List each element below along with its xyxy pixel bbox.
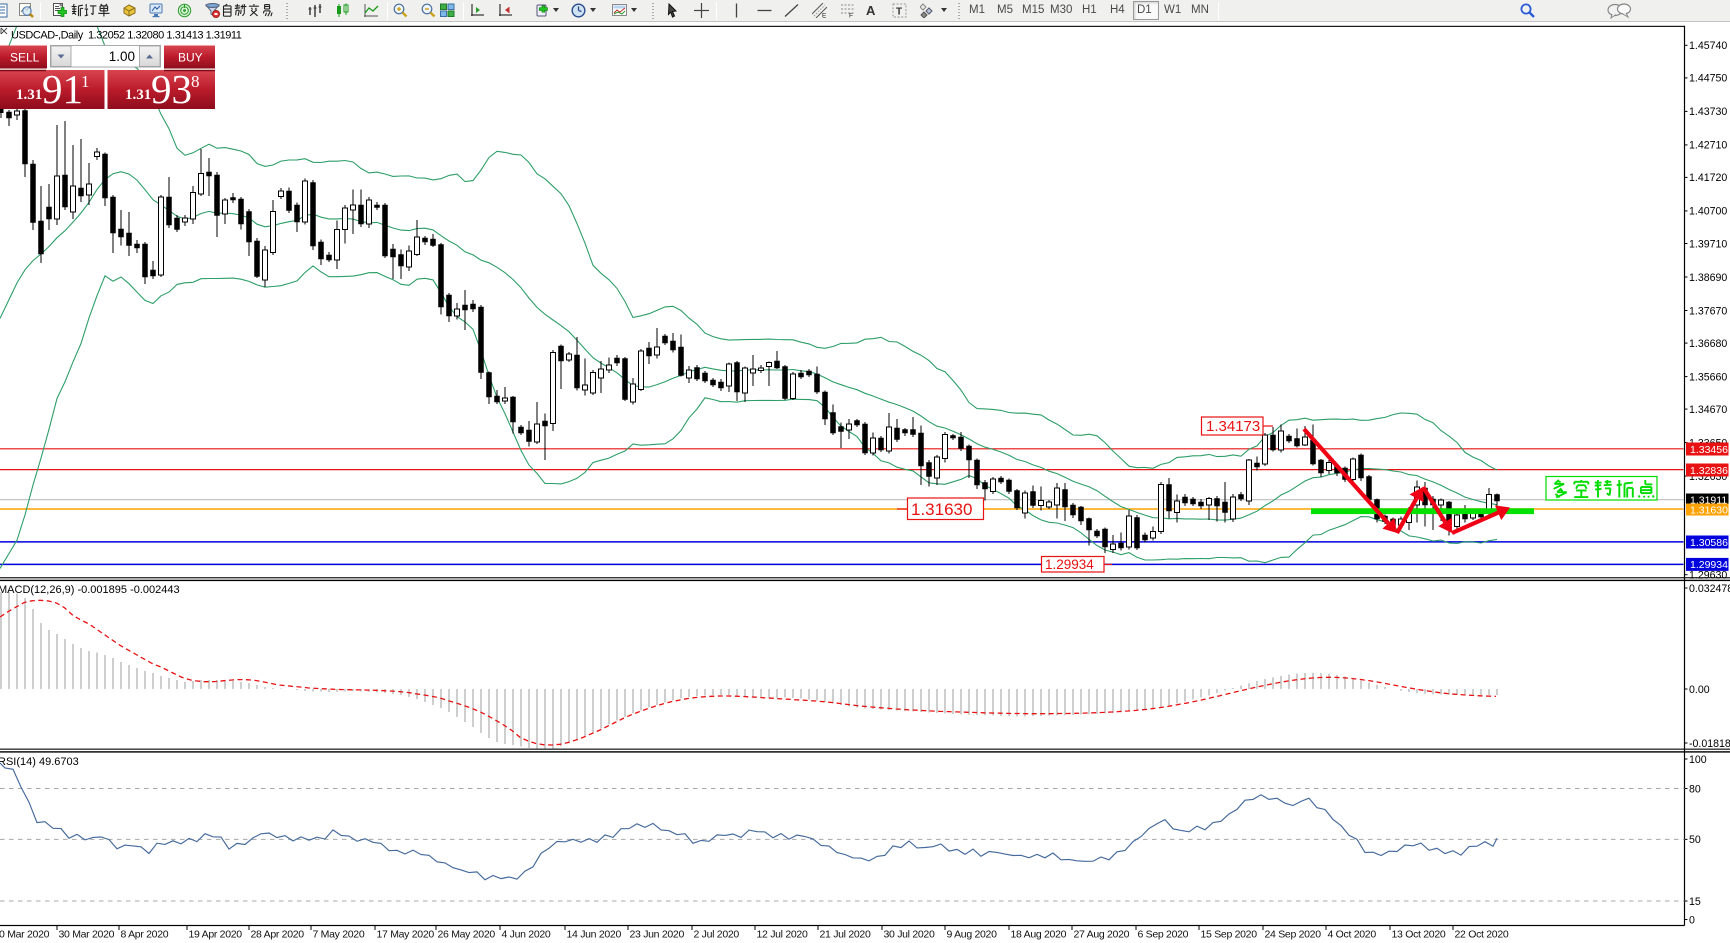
svg-text:20 Mar 2020: 20 Mar 2020 bbox=[0, 929, 50, 941]
svg-text:100: 100 bbox=[1689, 754, 1707, 766]
svg-text:19 Apr 2020: 19 Apr 2020 bbox=[189, 929, 243, 941]
svg-text:15: 15 bbox=[1689, 896, 1701, 908]
svg-text:8: 8 bbox=[191, 72, 200, 91]
svg-text:1.29630: 1.29630 bbox=[1689, 570, 1727, 582]
svg-text:0.032478: 0.032478 bbox=[1689, 583, 1730, 595]
svg-text:6 Sep 2020: 6 Sep 2020 bbox=[1138, 929, 1189, 941]
svg-text:1.35660: 1.35660 bbox=[1689, 371, 1727, 383]
svg-text:2 Jul 2020: 2 Jul 2020 bbox=[694, 929, 740, 941]
svg-text:14 Jun 2020: 14 Jun 2020 bbox=[567, 929, 622, 941]
svg-text:93: 93 bbox=[151, 66, 192, 112]
svg-text:1: 1 bbox=[81, 72, 90, 91]
svg-text:23 Jun 2020: 23 Jun 2020 bbox=[630, 929, 685, 941]
svg-text:1.44750: 1.44750 bbox=[1689, 73, 1727, 85]
svg-text:80: 80 bbox=[1689, 783, 1701, 795]
svg-text:1.34173: 1.34173 bbox=[1206, 418, 1260, 435]
svg-text:4 Oct 2020: 4 Oct 2020 bbox=[1328, 929, 1377, 941]
svg-text:BUY: BUY bbox=[178, 51, 203, 65]
svg-text:91: 91 bbox=[42, 66, 83, 112]
svg-text:0.00: 0.00 bbox=[1689, 684, 1710, 696]
svg-text:1.36680: 1.36680 bbox=[1689, 338, 1727, 350]
svg-text:1.40700: 1.40700 bbox=[1689, 206, 1727, 218]
svg-text:1.42710: 1.42710 bbox=[1689, 140, 1727, 152]
svg-text:24 Sep 2020: 24 Sep 2020 bbox=[1265, 929, 1322, 941]
svg-text:13 Oct 2020: 13 Oct 2020 bbox=[1392, 929, 1446, 941]
svg-text:26 May 2020: 26 May 2020 bbox=[438, 929, 496, 941]
svg-text:1.31911: 1.31911 bbox=[1690, 494, 1727, 506]
svg-text:8 Apr 2020: 8 Apr 2020 bbox=[121, 929, 169, 941]
svg-text:9 Aug 2020: 9 Aug 2020 bbox=[947, 929, 998, 941]
svg-text:18 Aug 2020: 18 Aug 2020 bbox=[1011, 929, 1067, 941]
svg-text:30 Mar 2020: 30 Mar 2020 bbox=[59, 929, 115, 941]
svg-text:21 Jul 2020: 21 Jul 2020 bbox=[820, 929, 871, 941]
svg-text:E: E bbox=[822, 13, 827, 19]
svg-text:1.32836: 1.32836 bbox=[1690, 465, 1728, 477]
svg-text:0: 0 bbox=[1689, 914, 1695, 926]
svg-text:1.45740: 1.45740 bbox=[1689, 40, 1727, 52]
svg-text:1.30586: 1.30586 bbox=[1690, 537, 1728, 549]
svg-text:1.31630: 1.31630 bbox=[1690, 504, 1728, 516]
svg-text:15 Sep 2020: 15 Sep 2020 bbox=[1201, 929, 1258, 941]
svg-text:30 Jul 2020: 30 Jul 2020 bbox=[884, 929, 935, 941]
svg-text:4 Jun 2020: 4 Jun 2020 bbox=[502, 929, 551, 941]
svg-text:50: 50 bbox=[1689, 834, 1701, 846]
svg-text:MACD(12,26,9) -0.001895 -0.002: MACD(12,26,9) -0.001895 -0.002443 bbox=[0, 584, 180, 596]
svg-text:17 May 2020: 17 May 2020 bbox=[377, 929, 435, 941]
svg-text:1.31: 1.31 bbox=[16, 87, 42, 103]
svg-text:1.37670: 1.37670 bbox=[1689, 305, 1727, 317]
svg-text:-0.018182: -0.018182 bbox=[1689, 738, 1730, 750]
svg-text:22 Oct 2020: 22 Oct 2020 bbox=[1455, 929, 1509, 941]
svg-text:T: T bbox=[896, 7, 902, 18]
svg-text:1.34670: 1.34670 bbox=[1689, 404, 1727, 416]
svg-text:SELL: SELL bbox=[10, 51, 40, 65]
svg-text:1.43730: 1.43730 bbox=[1689, 106, 1727, 118]
svg-text:1.33456: 1.33456 bbox=[1690, 444, 1728, 456]
svg-text:28 Apr 2020: 28 Apr 2020 bbox=[251, 929, 305, 941]
svg-text:1.00: 1.00 bbox=[109, 49, 135, 64]
svg-text:1.31630: 1.31630 bbox=[911, 500, 972, 519]
svg-text:1.38690: 1.38690 bbox=[1689, 272, 1727, 284]
svg-text:12 Jul 2020: 12 Jul 2020 bbox=[757, 929, 808, 941]
svg-text:1.39710: 1.39710 bbox=[1689, 238, 1727, 250]
svg-text:1.29934: 1.29934 bbox=[1045, 557, 1094, 572]
svg-text:27 Aug 2020: 27 Aug 2020 bbox=[1074, 929, 1130, 941]
svg-text:USDCAD-,Daily 1.32052 1.32080: USDCAD-,Daily 1.32052 1.32080 1.31413 1.… bbox=[11, 30, 242, 42]
svg-text:1.41720: 1.41720 bbox=[1689, 172, 1727, 184]
svg-text:1.31: 1.31 bbox=[125, 87, 151, 103]
svg-text:1.29934: 1.29934 bbox=[1690, 559, 1728, 571]
svg-text:RSI(14) 49.6703: RSI(14) 49.6703 bbox=[0, 756, 79, 768]
svg-text:7 May 2020: 7 May 2020 bbox=[313, 929, 365, 941]
svg-text:F: F bbox=[849, 13, 853, 19]
